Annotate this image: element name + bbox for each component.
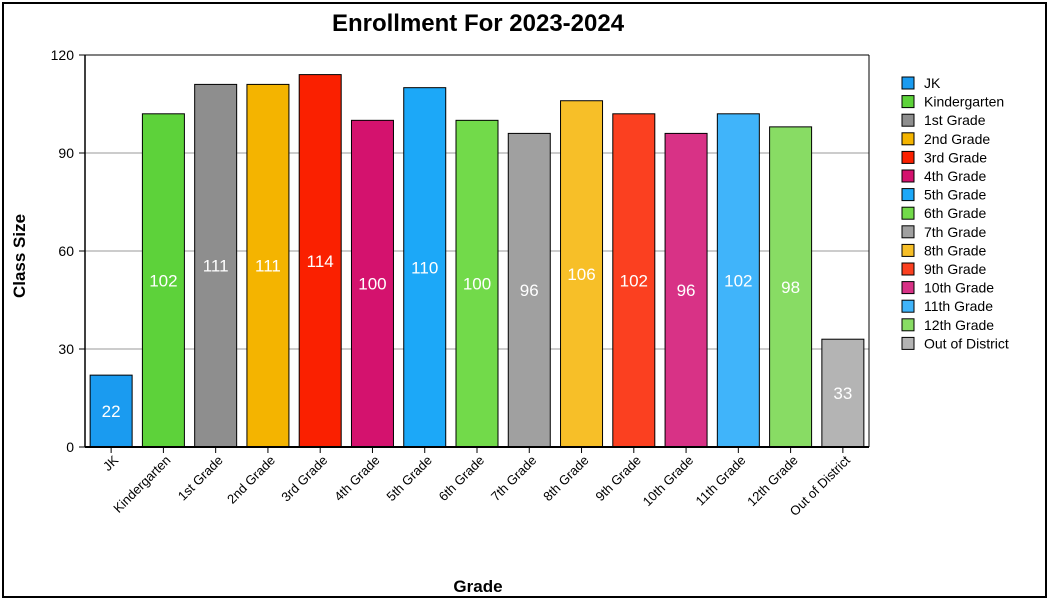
legend-swatch [901,225,915,239]
bar [664,132,708,448]
x-tick-label: 10th Grade [640,453,697,510]
legend-label: 7th Grade [924,224,986,240]
legend-swatch [901,243,915,257]
x-tick-label: 7th Grade [488,453,539,504]
legend-swatch [901,206,915,220]
y-tick-label: 30 [58,341,74,357]
x-tick-label: 5th Grade [383,453,434,504]
legend-swatch [901,150,915,164]
bar-value-label: 33 [833,384,852,403]
x-tick-label: 9th Grade [592,453,643,504]
bar-value-label: 110 [411,258,438,277]
bar [298,74,342,448]
x-tick-label: 6th Grade [436,453,487,504]
legend-swatch [901,336,915,350]
bar-value-label: 102 [149,271,177,290]
bar [455,119,499,448]
legend-label: Out of District [924,335,1009,351]
bar-value-label: 100 [463,275,491,294]
legend-swatch [901,188,915,202]
legend-label: 9th Grade [924,261,986,277]
bar-value-label: 111 [203,257,229,276]
legend-swatch [901,281,915,295]
x-axis-title: Grade [453,577,502,596]
legend-swatch [901,76,915,90]
legend-swatch [901,95,915,109]
bar-value-label: 106 [567,265,595,284]
legend-label: 10th Grade [924,280,994,296]
bar [403,87,447,448]
y-axis-title: Class Size [10,214,29,298]
bar-value-label: 22 [102,402,121,421]
legend-label: 11th Grade [924,298,993,314]
y-tick-label: 120 [51,47,75,63]
x-tick-label: 12th Grade [744,453,801,510]
legend-swatch [901,169,915,183]
legend-label: 1st Grade [924,112,986,128]
legend-label: 5th Grade [924,187,986,203]
legend-label: Kindergarten [924,94,1004,110]
legend-label: 12th Grade [924,317,994,333]
x-tick-label: 11th Grade [693,453,749,509]
legend: JK Kindergarten 1st Grade 2nd Grade 3rd Grad… [901,75,1009,351]
bar [716,113,760,448]
legend-label: 3rd Grade [924,149,987,165]
bar [560,100,604,448]
bar-value-label: 114 [307,252,334,271]
legend-swatch [901,262,915,276]
bar [769,126,813,448]
legend-label: 8th Grade [924,242,986,258]
legend-swatch [901,299,915,313]
y-tick-label: 60 [58,243,74,259]
bar [246,83,290,448]
y-tick-label: 0 [66,439,74,455]
chart-title: Enrollment For 2023-2024 [332,10,625,37]
x-tick-label: 1st Grade [175,453,226,504]
bar [821,338,865,448]
bar-value-label: 96 [520,281,539,300]
x-tick-label: 3rd Grade [278,453,330,505]
bar [141,113,185,448]
x-tick-label: 4th Grade [331,453,382,504]
bar-value-label: 100 [358,275,386,294]
legend-swatch [901,318,915,332]
legend-label: 2nd Grade [924,131,990,147]
bar-value-label: 96 [677,281,696,300]
x-tick-label: JK [100,452,122,474]
legend-swatch [901,113,915,127]
bar-chart: Enrollment For 2023-2024 Class Size Grad… [10,10,1009,596]
bar-value-label: 111 [255,257,281,276]
x-tick-label: 8th Grade [540,453,591,504]
bar-value-label: 102 [620,271,648,290]
y-tick-label: 90 [58,145,74,161]
bar [89,374,133,448]
bar [194,83,238,448]
legend-swatch [901,132,915,146]
bar-value-label: 98 [781,278,800,297]
bar [507,132,551,448]
bar-value-label: 102 [724,271,752,290]
legend-label: 4th Grade [924,168,986,184]
legend-label: 6th Grade [924,205,986,221]
x-tick-label: 2nd Grade [224,453,278,507]
legend-label: JK [924,75,941,91]
